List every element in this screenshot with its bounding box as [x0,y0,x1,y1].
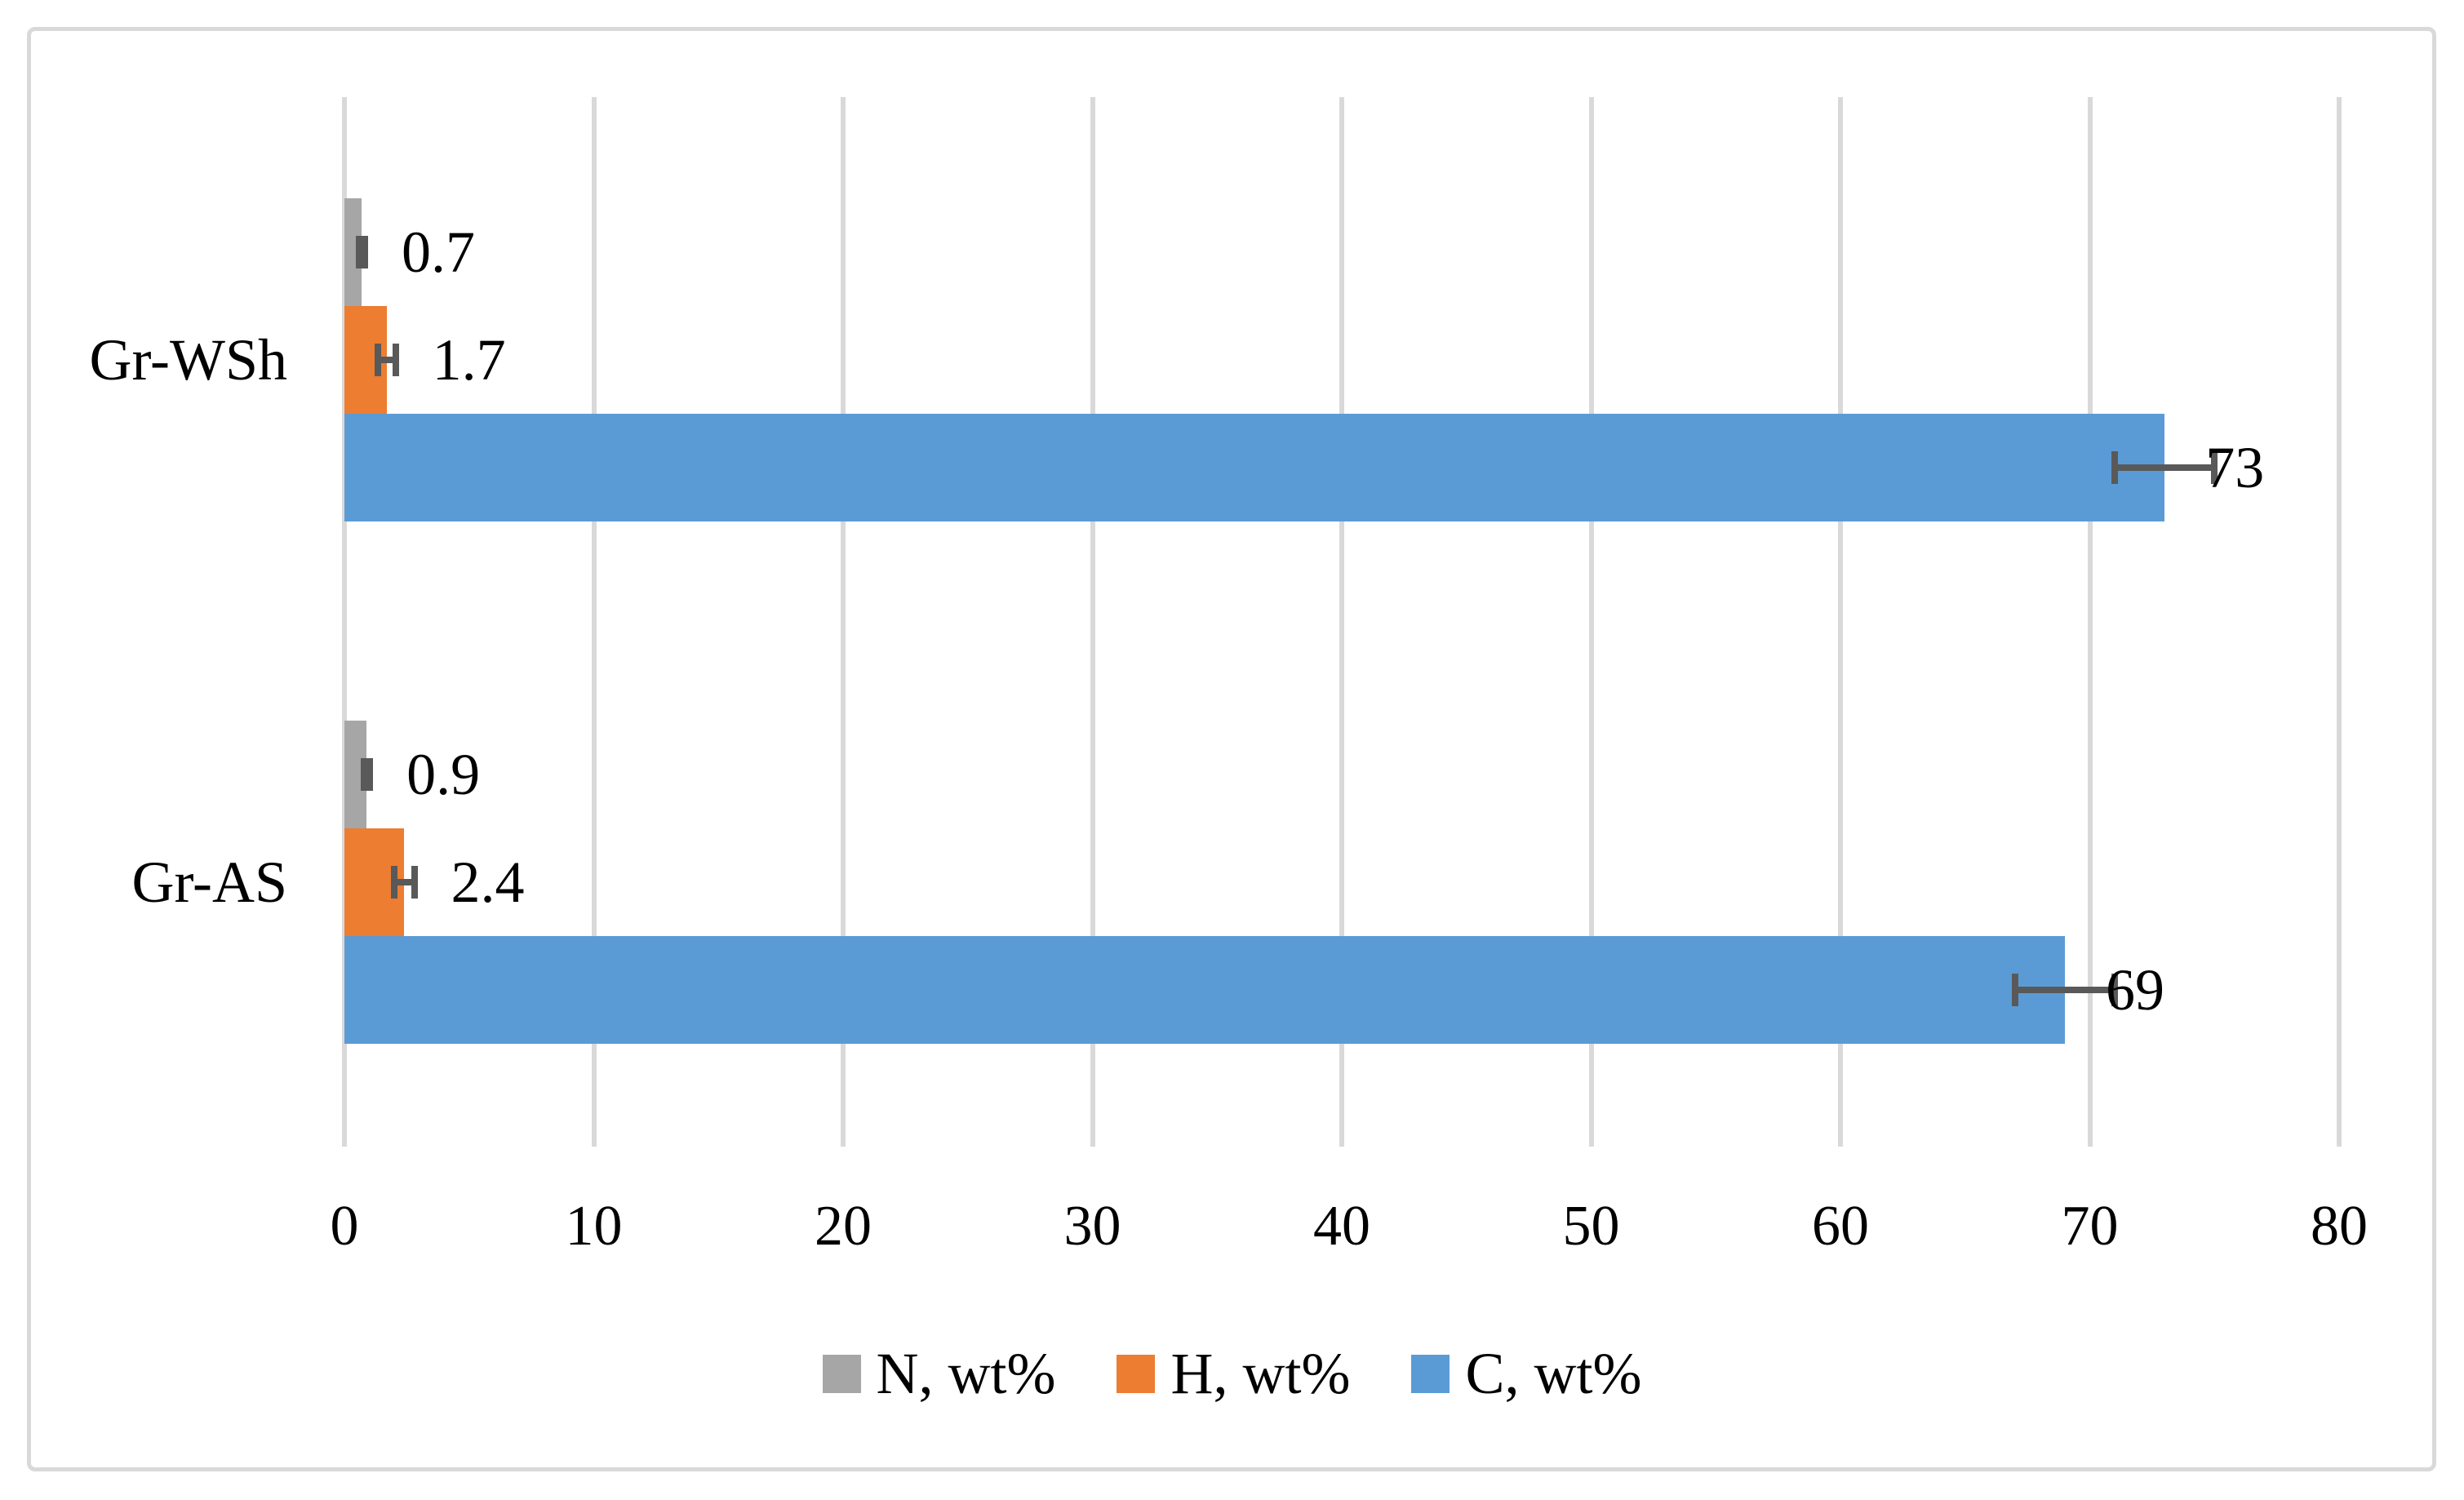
error-bar-cap-right [362,236,369,268]
data-label-c-gr-wsh: 73 [2205,434,2265,500]
error-bar-cap-left [355,236,362,268]
gridline-80 [2337,97,2342,1147]
error-bar-cap-left [360,758,367,791]
x-tick-label-70: 70 [2061,1195,2119,1258]
gridline-70 [2087,97,2093,1147]
legend-label-n: N, wt% [876,1341,1056,1406]
error-bar-cap-left [375,344,382,376]
x-tick-label-60: 60 [1812,1195,1869,1258]
legend-label-h: H, wt% [1170,1341,1351,1406]
legend: N, wt% H, wt% C, wt% [822,1340,1641,1408]
error-bar-cap-right [411,866,418,899]
legend-swatch-n [822,1355,861,1393]
bar-n-gr-wsh [344,198,362,306]
x-tick-label-50: 50 [1562,1195,1620,1258]
gridline-20 [841,97,846,1147]
error-bar-line [2014,987,2115,993]
legend-item-n: N, wt% [822,1340,1056,1408]
error-bar-cap-right [2111,974,2119,1006]
category-label-gr-wsh: Gr-WSh [89,326,287,393]
chart-border [27,27,2436,1471]
gridline-50 [1588,97,1594,1147]
gridline-40 [1339,97,1344,1147]
legend-swatch-c [1411,1355,1450,1393]
data-label-n-gr-as: 0.9 [406,741,481,807]
bar-c-gr-as [344,936,2065,1044]
x-tick-label-80: 80 [2311,1195,2368,1258]
x-tick-label-0: 0 [330,1195,359,1258]
x-tick-label-10: 10 [565,1195,623,1258]
gridline-10 [591,97,597,1147]
error-bar-cap-left [2011,974,2018,1006]
error-bar-cap-right [392,344,399,376]
legend-swatch-h [1117,1355,1156,1393]
error-bar-cap-right [366,758,374,791]
error-bar-line [394,879,415,885]
x-tick-label-30: 30 [1063,1195,1121,1258]
error-bar-cap-left [2111,451,2119,484]
error-bar-line [2115,464,2215,471]
error-bar-line [378,357,396,363]
error-bar-cap-right [2211,451,2218,484]
x-tick-label-40: 40 [1313,1195,1370,1258]
legend-item-c: C, wt% [1411,1340,1641,1408]
gridline-30 [1090,97,1095,1147]
legend-label-c: C, wt% [1465,1341,1642,1406]
data-label-c-gr-as: 69 [2106,956,2165,1023]
data-label-n-gr-wsh: 0.7 [402,219,476,285]
y-axis-line [342,97,347,1147]
error-bar-cap-left [391,866,398,899]
bar-c-gr-wsh [344,414,2165,521]
category-label-gr-as: Gr-AS [131,849,287,915]
data-label-h-gr-as: 2.4 [451,849,525,915]
data-label-h-gr-wsh: 1.7 [432,326,506,393]
x-tick-label-20: 20 [815,1195,872,1258]
gridline-60 [1838,97,1843,1147]
legend-item-h: H, wt% [1117,1340,1351,1408]
